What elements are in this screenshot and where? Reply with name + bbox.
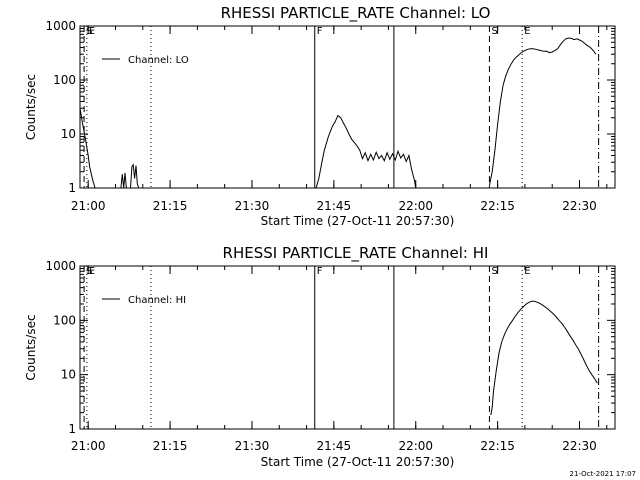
x-tick-label: 21:15 <box>153 199 188 213</box>
y-tick-label: 1000 <box>45 19 76 33</box>
marker-label: S <box>86 26 92 37</box>
x-axis-label: Start Time (27-Oct-11 20:57:30) <box>261 455 455 469</box>
marker-label: F <box>317 266 323 277</box>
series-line <box>80 108 96 188</box>
marker-label: S <box>491 26 497 37</box>
series-line <box>130 163 140 188</box>
series-line <box>490 300 598 416</box>
marker-label: E <box>89 26 95 37</box>
x-tick-label: 22:15 <box>480 199 515 213</box>
series-line <box>315 114 417 188</box>
y-tick-label: 1 <box>68 181 76 195</box>
x-tick-label: 21:00 <box>71 439 106 453</box>
plot-frame <box>79 265 616 430</box>
x-tick-label: 21:00 <box>71 199 106 213</box>
y-tick-label: 1 <box>68 422 76 436</box>
legend-label: Channel: LO <box>128 55 189 66</box>
plot-timestamp: 21-Oct-2021 17:07 <box>570 470 636 478</box>
x-tick-label: 22:15 <box>480 439 515 453</box>
x-tick-label: 22:00 <box>398 199 433 213</box>
x-tick-label: 21:45 <box>317 439 352 453</box>
y-tick-label: 100 <box>53 313 76 327</box>
marker-label: S <box>86 266 92 277</box>
y-tick-label: 100 <box>53 73 76 87</box>
series-line <box>488 37 597 186</box>
x-tick-label: 21:30 <box>235 199 270 213</box>
x-tick-label: 21:45 <box>317 199 352 213</box>
x-tick-label: 21:30 <box>235 439 270 453</box>
y-axis-label: Counts/sec <box>24 314 38 380</box>
hi-channel-panel: RHESSI PARTICLE_RATE Channel: HI 1 10 100 10… <box>24 244 616 469</box>
marker-label: F <box>317 26 323 37</box>
chart-title: RHESSI PARTICLE_RATE Channel: LO <box>221 4 491 23</box>
marker-label: E <box>524 26 530 37</box>
lo-channel-panel: RHESSI PARTICLE_RATE Channel: LO 1 10 100 10… <box>24 4 616 228</box>
x-tick-label: 22:00 <box>398 439 433 453</box>
y-axis-label: Counts/sec <box>24 74 38 140</box>
x-tick-label: 22:30 <box>562 439 597 453</box>
y-tick-label: 1000 <box>45 259 76 273</box>
y-tick-label: 10 <box>61 127 76 141</box>
marker-label: S <box>491 266 497 277</box>
plot-frame <box>79 25 616 189</box>
marker-label: E <box>524 266 530 277</box>
y-tick-label: 10 <box>61 368 76 382</box>
marker-label: E <box>89 266 95 277</box>
chart-title: RHESSI PARTICLE_RATE Channel: HI <box>223 244 489 263</box>
x-axis-label: Start Time (27-Oct-11 20:57:30) <box>261 214 455 228</box>
x-tick-label: 21:15 <box>153 439 188 453</box>
legend-label: Channel: HI <box>128 295 186 306</box>
series-line <box>120 172 127 188</box>
x-tick-label: 22:30 <box>562 199 597 213</box>
